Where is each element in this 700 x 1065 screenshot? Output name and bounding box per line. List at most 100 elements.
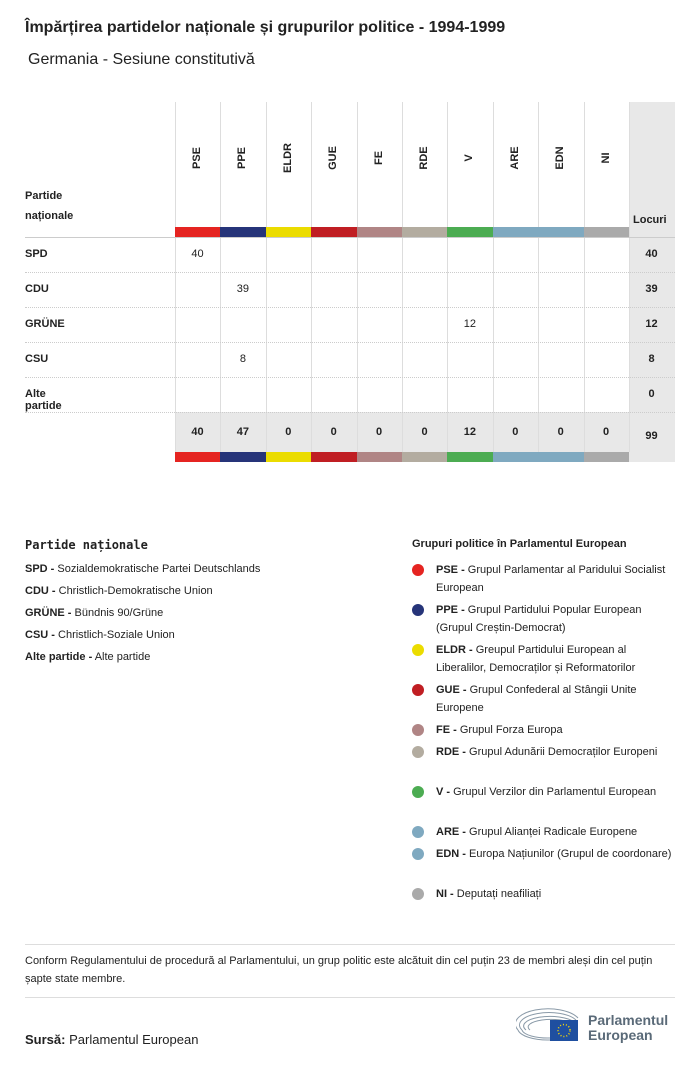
- group-color-bar: [265, 452, 312, 462]
- row-label: SPD: [25, 248, 48, 260]
- column-divider: [629, 102, 630, 452]
- group-abbr: PPE -: [436, 604, 465, 616]
- group-legend-item: ELDR - Greupul Partidului European al Li…: [412, 641, 676, 677]
- column-divider: [402, 102, 403, 452]
- national-legend-item: CDU - Christlich-Demokratische Union: [25, 585, 213, 597]
- national-legend-item: CSU - Christlich-Soziale Union: [25, 629, 175, 641]
- column-total: 47: [236, 426, 250, 438]
- column-header: NI: [599, 152, 612, 164]
- group-color-bar: [492, 452, 539, 462]
- group-name: Grupul Confederal al Stângii Unite Europ…: [436, 684, 637, 714]
- row-total: 12: [645, 318, 658, 330]
- grand-total: 99: [645, 430, 658, 442]
- source: Sursă: Parlamentul European: [25, 1032, 198, 1047]
- group-color-bar: [402, 452, 448, 462]
- group-color-dot-icon: [412, 724, 424, 736]
- seat-value: 40: [191, 248, 204, 260]
- column-total: 0: [512, 426, 519, 438]
- divider: [25, 944, 675, 945]
- column-total: 0: [603, 426, 610, 438]
- column-total: 12: [463, 426, 477, 438]
- party-abbr: SPD -: [25, 563, 55, 575]
- column-divider: [447, 102, 449, 452]
- group-legend-item: RDE - Grupul Adunării Democraților Europ…: [412, 743, 676, 761]
- divider: [25, 997, 675, 998]
- group-color-bar: [492, 227, 539, 237]
- group-legend-item: EDN - Europa Națiunilor (Grupul de coord…: [412, 845, 676, 863]
- page-title: Împărțirea partidelor naționale și grupu…: [25, 19, 506, 36]
- column-header: ARE: [508, 146, 521, 170]
- national-legend-item: SPD - Sozialdemokratische Partei Deutsch…: [25, 563, 260, 575]
- group-name: Grupul Partidului Popular European (Grup…: [436, 604, 642, 634]
- source-label: Sursă:: [25, 1032, 66, 1047]
- group-color-bar: [538, 452, 584, 462]
- column-divider: [538, 102, 540, 452]
- group-color-dot-icon: [412, 826, 424, 838]
- group-abbr: GUE -: [436, 684, 467, 696]
- group-color-bar: [447, 227, 493, 237]
- group-legend-item: FE - Grupul Forza Europa: [412, 721, 676, 739]
- group-name: Grupul Forza Europa: [459, 724, 563, 736]
- total-column-bg: [629, 102, 675, 462]
- group-color-bar: [356, 227, 402, 237]
- group-abbr: EDN -: [436, 848, 466, 860]
- logo-line2: European: [588, 1027, 653, 1043]
- column-divider: [356, 102, 358, 452]
- column-header: PPE: [236, 147, 249, 170]
- party-abbr: CDU -: [25, 585, 56, 597]
- group-color-dot-icon: [412, 644, 424, 656]
- page-subtitle: Germania - Sesiune constitutivă: [28, 51, 255, 68]
- column-header: FE: [372, 150, 385, 166]
- row-total: 8: [648, 353, 655, 365]
- group-color-bar: [356, 452, 402, 462]
- group-color-bar: [220, 227, 266, 237]
- national-legend-heading: Partide naționale: [25, 538, 148, 552]
- column-total: 0: [285, 426, 292, 438]
- group-color-dot-icon: [412, 746, 424, 758]
- row-label: CSU: [25, 353, 49, 365]
- group-color-dot-icon: [412, 786, 424, 798]
- group-legend-item: PSE - Grupul Parlamentar al Paridului So…: [412, 561, 676, 597]
- group-abbr: PSE -: [436, 564, 465, 576]
- group-abbr: ELDR -: [436, 644, 473, 656]
- seat-value: 39: [236, 283, 250, 295]
- column-total: 0: [421, 426, 428, 438]
- group-color-bar: [175, 452, 221, 462]
- group-color-dot-icon: [412, 564, 424, 576]
- group-color-dot-icon: [412, 604, 424, 616]
- source-value: Parlamentul European: [69, 1032, 199, 1047]
- party-name: Christlich-Soziale Union: [58, 629, 175, 641]
- party-name: Alte partide: [94, 651, 151, 663]
- row-header: Partide naționale: [25, 190, 74, 222]
- column-divider: [220, 102, 222, 452]
- group-color-bar: [538, 227, 584, 237]
- row-rule: [25, 307, 675, 308]
- group-color-dot-icon: [412, 684, 424, 696]
- column-total: 40: [191, 426, 204, 438]
- group-legend-item: GUE - Grupul Confederal al Stângii Unite…: [412, 681, 676, 717]
- column-header: V: [463, 154, 476, 162]
- row-total: 0: [648, 388, 655, 400]
- national-legend-item: GRÜNE - Bündnis 90/Grüne: [25, 607, 163, 619]
- column-divider: [265, 102, 267, 452]
- seat-value: 8: [239, 353, 246, 365]
- column-header: EDN: [554, 146, 567, 170]
- logo-line1: Parlamentul: [588, 1012, 669, 1028]
- column-total: 0: [376, 426, 383, 438]
- row-rule: [25, 377, 675, 378]
- group-color-bar: [220, 452, 266, 462]
- column-header: PSE: [191, 147, 203, 170]
- column-divider: [311, 102, 313, 452]
- group-color-bar: [311, 452, 357, 462]
- row-rule: [25, 272, 675, 273]
- column-header: ELDR: [281, 143, 294, 173]
- group-color-dot-icon: [412, 888, 424, 900]
- group-legend-item: V - Grupul Verzilor din Parlamentul Euro…: [412, 783, 676, 801]
- group-color-bar: [311, 227, 357, 237]
- group-abbr: RDE -: [436, 746, 466, 758]
- group-color-bar: [447, 452, 493, 462]
- group-abbr: ARE -: [436, 826, 466, 838]
- group-name: Grupul Parlamentar al Paridului Socialis…: [436, 564, 666, 594]
- group-legend-heading: Grupuri politice în Parlamentul European: [412, 538, 627, 550]
